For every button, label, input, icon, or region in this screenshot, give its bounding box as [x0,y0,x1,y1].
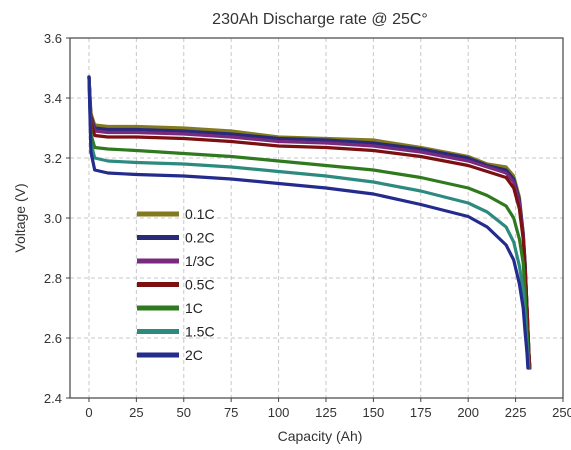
series-line-15C [87,75,531,370]
x-tick-label: 150 [363,405,385,420]
x-tick-label: 100 [268,405,290,420]
legend-label: 0.1C [185,206,215,222]
legend-label: 1.5C [185,324,215,340]
y-axis-ticks: 2.4 2.6 2.8 3.0 3.2 3.4 3.6 [44,31,70,406]
x-tick-label: 125 [315,405,337,420]
legend: 0.1C 0.2C 1/3C 0.5C 1C 1.5C 2C [137,206,215,363]
x-tick-label: 250 [552,405,571,420]
series-line-2C [87,75,530,370]
series-line-05C [87,75,532,370]
x-tick-label: 75 [224,405,238,420]
y-tick-label: 2.4 [44,391,62,406]
x-tick-label: 50 [177,405,191,420]
series-line-1C [87,75,531,370]
legend-label: 1/3C [185,253,215,269]
x-tick-label: 175 [410,405,432,420]
legend-label: 0.5C [185,277,215,293]
x-tick-label: 25 [129,405,143,420]
y-tick-label: 2.8 [44,271,62,286]
y-tick-label: 3.2 [44,151,62,166]
y-tick-label: 2.6 [44,331,62,346]
legend-label: 2C [185,347,203,363]
x-tick-label: 200 [457,405,479,420]
legend-label: 0.2C [185,230,215,246]
y-tick-label: 3.4 [44,91,62,106]
x-axis-ticks: 0 25 50 75 100 125 150 175 200 225 250 [85,398,571,420]
x-axis-label: Capacity (Ah) [278,428,363,444]
y-tick-label: 3.6 [44,31,62,46]
x-tick-label: 0 [85,405,92,420]
y-axis-label: Voltage (V) [12,183,28,252]
x-tick-label: 225 [505,405,527,420]
y-tick-label: 3.0 [44,211,62,226]
chart-title: 230Ah Discharge rate @ 25C° [212,11,428,28]
series-lines [87,75,532,370]
legend-label: 1C [185,300,203,316]
